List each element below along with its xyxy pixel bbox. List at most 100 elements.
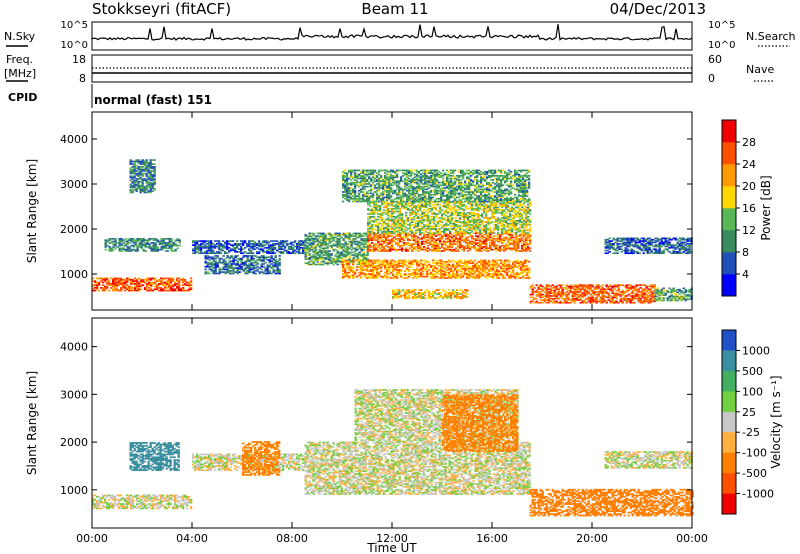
power-cell-5 (318, 239, 321, 241)
power-cell-6 (518, 274, 521, 277)
power-cell-4 (278, 257, 281, 260)
power-cell-3 (200, 252, 203, 255)
power-cell-3 (302, 248, 305, 250)
power-cell-4 (264, 269, 267, 272)
power-cell-3 (204, 245, 207, 248)
power-cell-6 (456, 269, 459, 271)
power-cell-4 (228, 264, 231, 267)
power-cell-7 (377, 235, 380, 237)
power-cell-1 (112, 246, 115, 248)
power-cell-7 (377, 236, 380, 239)
power-cell-8 (381, 217, 384, 219)
power-cell-8 (387, 217, 390, 219)
power-cell-1 (158, 248, 161, 251)
power-cell-6 (502, 267, 505, 270)
power-cell-8 (513, 207, 516, 210)
power-cell-4 (216, 264, 219, 267)
power-cell-8 (445, 220, 448, 222)
power-cell-5 (360, 243, 363, 246)
power-cell-7 (491, 232, 494, 235)
power-cell-5 (326, 239, 329, 241)
power-cell-6 (412, 271, 415, 274)
power-cell-7 (405, 250, 408, 252)
power-cell-8 (369, 217, 372, 219)
power-cell-8 (487, 209, 490, 211)
power-cell-0 (136, 280, 139, 282)
power-cell-8 (397, 224, 400, 226)
power-cell-4 (244, 271, 247, 273)
power-cell-7 (415, 243, 418, 246)
power-cell-5 (356, 243, 359, 246)
power-cell-7 (415, 248, 418, 251)
power-cell-5 (314, 252, 317, 255)
power-cell-8 (435, 202, 438, 205)
power-cell-6 (476, 265, 479, 267)
power-cell-8 (425, 225, 428, 228)
power-cell-2 (139, 184, 142, 187)
power-cell-2 (137, 161, 140, 164)
power-cell-5 (360, 248, 363, 251)
power-cell-6 (362, 266, 365, 268)
power-cell-6 (376, 271, 379, 274)
power-cell-3 (196, 240, 199, 242)
power-cell-7 (417, 246, 420, 248)
power-cell-7 (529, 243, 532, 246)
power-cell-8 (419, 206, 422, 209)
power-cell-7 (373, 239, 376, 241)
power-cell-1 (136, 239, 139, 241)
power-cell-2 (149, 175, 152, 178)
power-cell-6 (360, 262, 363, 264)
power-cell-7 (453, 242, 456, 244)
power-cell-8 (443, 202, 446, 205)
power-cell-4 (242, 263, 245, 265)
power-cell-6 (442, 266, 445, 268)
power-cell-2 (153, 178, 156, 180)
power-cell-8 (393, 232, 396, 234)
power-cell-8 (433, 225, 436, 228)
power-cell-6 (416, 273, 419, 275)
power-cell-7 (415, 235, 418, 237)
power-cell-9 (354, 179, 357, 181)
power-cell-6 (418, 265, 421, 267)
power-cell-8 (393, 215, 396, 218)
noise-tick-left-bottom: 10^0 (61, 40, 88, 51)
power-cell-8 (449, 222, 452, 225)
power-cell-8 (497, 222, 500, 225)
power-cell-7 (417, 236, 420, 239)
power-cell-3 (198, 249, 201, 252)
power-cell-6 (526, 260, 529, 263)
power-cell-7 (399, 239, 402, 241)
power-cell-7 (439, 238, 442, 240)
power-cell-5 (330, 252, 333, 255)
power-cell-6 (510, 266, 513, 268)
power-cell-6 (360, 271, 363, 274)
power-cell-3 (272, 248, 275, 250)
power-cell-8 (403, 230, 406, 233)
power-cell-5 (336, 233, 339, 236)
power-cell-1 (138, 246, 141, 248)
power-cell-7 (383, 236, 386, 239)
power-cell-3 (192, 240, 195, 242)
power-cell-7 (431, 235, 434, 237)
power-cell-5 (352, 254, 355, 256)
power-cell-2 (139, 178, 142, 180)
power-cell-4 (204, 271, 207, 273)
power-cell-7 (399, 238, 402, 240)
power-cell-5 (366, 258, 369, 260)
power-cell-8 (401, 225, 404, 228)
power-cell-4 (204, 255, 207, 257)
power-cell-7 (367, 235, 370, 237)
power-cell-3 (270, 251, 273, 253)
power-cell-8 (453, 221, 456, 223)
power-cell-1 (150, 242, 153, 244)
power-cell-8 (395, 228, 398, 230)
power-cell-8 (517, 205, 520, 207)
power-cell-8 (433, 211, 436, 214)
power-cell-8 (419, 232, 422, 234)
power-cell-1 (120, 238, 123, 240)
power-cell-0 (176, 285, 179, 288)
power-cell-8 (471, 203, 474, 206)
power-cell-3 (202, 240, 205, 242)
power-cell-7 (481, 232, 484, 235)
power-cell-8 (449, 205, 452, 207)
